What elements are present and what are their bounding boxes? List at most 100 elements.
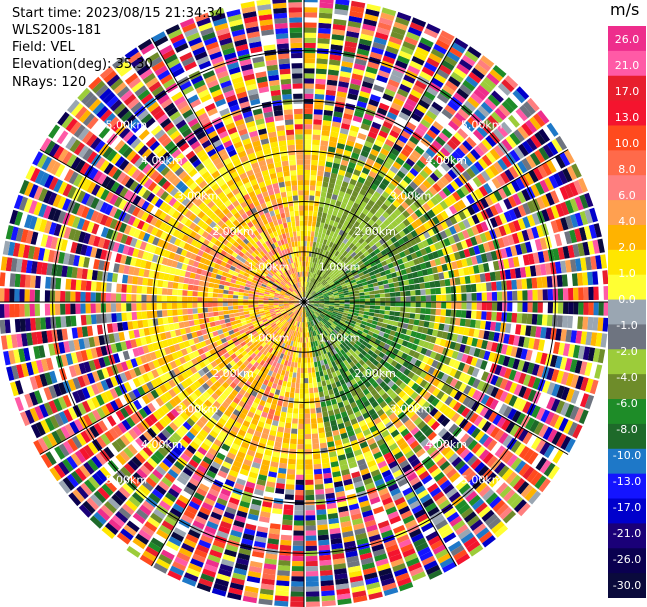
velocity-cell — [353, 287, 359, 292]
velocity-cell — [340, 336, 346, 342]
velocity-cell — [349, 257, 356, 264]
velocity-cell — [320, 217, 326, 224]
velocity-cell — [463, 267, 470, 276]
velocity-cell — [431, 359, 439, 368]
velocity-cell — [347, 222, 354, 230]
velocity-cell — [523, 337, 530, 348]
velocity-cell — [366, 211, 374, 219]
velocity-cell — [348, 274, 354, 279]
velocity-cell — [369, 207, 377, 215]
velocity-cell — [408, 318, 415, 325]
velocity-cell — [332, 29, 345, 36]
velocity-cell — [318, 12, 333, 19]
velocity-cell — [325, 218, 331, 225]
velocity-cell — [453, 251, 461, 261]
velocity-cell — [448, 225, 457, 235]
velocity-cell — [410, 212, 419, 221]
velocity-cell — [329, 59, 341, 66]
velocity-cell — [305, 464, 313, 470]
velocity-cell — [415, 345, 423, 353]
velocity-cell — [577, 242, 585, 257]
velocity-cell — [367, 349, 374, 356]
velocity-cell — [549, 413, 560, 428]
velocity-cell — [395, 139, 406, 148]
velocity-cell — [489, 164, 500, 177]
velocity-cell — [385, 156, 395, 165]
velocity-cell — [322, 261, 327, 267]
velocity-cell — [336, 275, 343, 280]
velocity-cell — [397, 478, 409, 487]
velocity-cell — [440, 417, 451, 427]
velocity-cell — [442, 84, 455, 96]
velocity-cell — [546, 396, 556, 410]
velocity-cell — [409, 203, 418, 212]
velocity-cell — [329, 282, 335, 287]
velocity-cell — [320, 140, 329, 147]
velocity-cell — [309, 299, 314, 302]
velocity-cell — [328, 327, 333, 332]
velocity-cell — [354, 376, 361, 383]
velocity-cell — [412, 163, 423, 173]
velocity-cell — [465, 490, 478, 503]
velocity-cell — [348, 88, 360, 96]
velocity-cell — [323, 109, 333, 116]
velocity-cell — [318, 206, 324, 213]
velocity-cell — [304, 205, 309, 211]
velocity-cell — [593, 223, 602, 238]
velocity-cell — [365, 359, 372, 367]
velocity-cell — [326, 84, 337, 91]
velocity-cell — [411, 149, 422, 159]
velocity-cell — [444, 449, 455, 460]
velocity-cell — [532, 302, 538, 313]
velocity-cell — [362, 281, 368, 286]
velocity-cell — [432, 491, 445, 502]
velocity-cell — [304, 7, 318, 13]
velocity-cell — [398, 263, 406, 270]
velocity-cell — [290, 601, 304, 607]
velocity-cell — [514, 267, 522, 279]
velocity-cell — [577, 272, 584, 286]
velocity-cell — [309, 393, 315, 399]
velocity-cell — [491, 281, 497, 291]
velocity-cell — [526, 278, 533, 289]
velocity-cell — [433, 453, 444, 464]
velocity-cell — [356, 100, 367, 109]
velocity-cell — [331, 314, 337, 318]
velocity-cell — [323, 308, 329, 311]
velocity-cell — [365, 334, 372, 340]
velocity-cell — [291, 581, 304, 587]
velocity-cell — [316, 317, 321, 322]
velocity-cell — [451, 42, 466, 54]
velocity-cell — [500, 248, 508, 259]
velocity-cell — [542, 250, 550, 263]
velocity-cell — [404, 285, 411, 291]
velocity-cell — [481, 292, 487, 301]
velocity-cell — [370, 261, 377, 267]
velocity-cell — [333, 291, 339, 294]
velocity-cell — [321, 266, 326, 272]
velocity-cell — [451, 350, 459, 360]
velocity-cell — [317, 308, 323, 312]
velocity-cell — [482, 535, 496, 548]
velocity-cell — [394, 451, 404, 460]
velocity-cell — [309, 352, 313, 358]
velocity-cell — [358, 286, 364, 290]
velocity-cell — [307, 367, 312, 373]
velocity-cell — [578, 177, 588, 193]
velocity-cell — [508, 334, 515, 345]
velocity-cell — [574, 196, 584, 211]
velocity-cell — [442, 186, 452, 197]
velocity-cell — [527, 302, 533, 313]
velocity-cell — [286, 474, 295, 480]
velocity-cell — [339, 379, 346, 386]
velocity-cell — [504, 269, 512, 280]
velocity-cell — [313, 297, 319, 300]
velocity-cell — [351, 337, 358, 344]
velocity-cell — [329, 54, 342, 61]
velocity-cell — [332, 348, 338, 355]
velocity-cell — [597, 348, 606, 364]
velocity-cell — [332, 289, 338, 293]
velocity-cell — [329, 304, 335, 307]
velocity-cell — [335, 369, 341, 377]
velocity-cell — [322, 212, 328, 219]
